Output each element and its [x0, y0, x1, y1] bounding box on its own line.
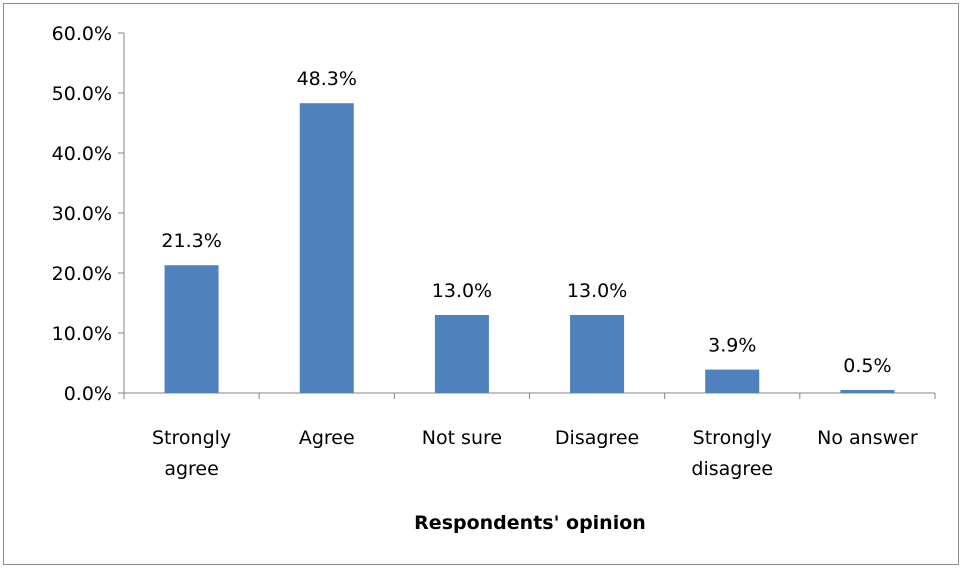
data-label: 13.0% [432, 280, 492, 302]
chart-area [3, 3, 959, 565]
bars [164, 103, 895, 393]
category-label: Strongly [152, 427, 231, 449]
category-label: Strongly [693, 427, 772, 449]
bar [164, 265, 219, 393]
x-axis [123, 392, 936, 399]
bar [840, 390, 895, 393]
category-labels: Strongly agree Agree Not sure Disagree Strong… [152, 427, 918, 480]
bar [570, 315, 625, 393]
y-tick-label: 10.0% [52, 323, 112, 345]
y-axis: 0.0% 10.0% 20.0% 30.0% 40.0% 50.0% 60.0% [52, 23, 125, 405]
category-label: agree [164, 458, 218, 480]
data-label: 13.0% [567, 280, 627, 302]
y-tick-label: 30.0% [52, 203, 112, 225]
data-labels: 21.3% 48.3% 13.0% 13.0% 3.9% 0.5% [161, 68, 891, 377]
data-label: 48.3% [297, 68, 357, 90]
data-label: 3.9% [708, 335, 756, 357]
data-label: 21.3% [161, 230, 221, 252]
data-label: 0.5% [843, 355, 891, 377]
bar [434, 315, 489, 393]
y-tick-label: 50.0% [52, 83, 112, 105]
category-label: Disagree [555, 427, 639, 449]
category-label: Agree [299, 427, 355, 449]
bar [299, 103, 354, 393]
y-tick-label: 60.0% [52, 23, 112, 45]
y-tick-label: 0.0% [64, 383, 112, 405]
category-label: disagree [691, 458, 773, 480]
y-tick-label: 40.0% [52, 143, 112, 165]
bar [705, 369, 760, 393]
category-label: No answer [817, 427, 918, 449]
x-axis-title: Respondents' opinion [414, 512, 646, 534]
category-label: Not sure [422, 427, 502, 449]
y-tick-label: 20.0% [52, 263, 112, 285]
